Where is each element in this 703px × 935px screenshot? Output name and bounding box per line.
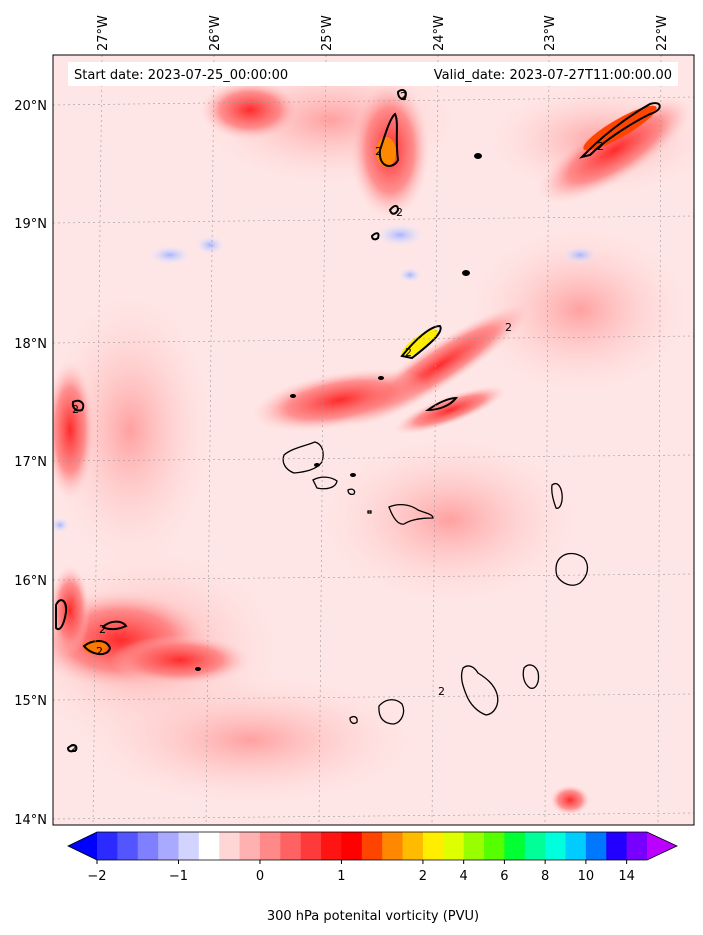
lon-tick-labels: 27°W 26°W 25°W 24°W 23°W 22°W [96, 15, 670, 51]
colorbar-swatch [178, 832, 200, 860]
colorbar-swatch [321, 832, 342, 860]
island-santiago [460, 665, 499, 716]
colorbar-swatch [443, 832, 465, 860]
colorbar-swatch [585, 832, 607, 860]
colorbar-swatches [67, 831, 678, 861]
island-boa-vista [555, 552, 589, 586]
colorbar-swatch [219, 832, 241, 860]
lon-tick-label: 26°W [208, 15, 223, 51]
island-santa-luzia [347, 488, 356, 496]
colorbar-swatch [137, 832, 159, 860]
colorbar-swatch [626, 832, 648, 860]
colorbar-extend-min [68, 832, 97, 860]
island-maio [522, 664, 540, 689]
colorbar-swatch [545, 832, 567, 860]
colorbar-swatch [402, 832, 424, 860]
lat-tick-label: 18°N [14, 337, 47, 352]
islet-raso [367, 510, 372, 514]
island-santo-antao [282, 441, 324, 474]
colorbar-swatch [300, 832, 322, 860]
colorbar-tick-label: 0 [256, 869, 264, 884]
contour-label: 2 [438, 685, 445, 698]
lon-tick-label: 24°W [432, 15, 447, 51]
colorbar: −2 −1 0 1 2 4 6 8 10 14 300 hPa potenital vortici… [67, 831, 678, 924]
colorbar-swatch [361, 832, 383, 860]
island-sao-nicolau [388, 503, 434, 525]
colorbar-swatch [280, 832, 302, 860]
island-fogo [378, 699, 405, 725]
colorbar-tick-label: −1 [169, 869, 188, 884]
pv-field: 2 2 2 2 2 2 2 2 2 2 2 [53, 55, 694, 825]
colorbar-extend-max [647, 832, 677, 860]
colorbar-swatch [606, 832, 628, 860]
colorbar-swatch [97, 832, 118, 860]
lon-tick-label: 27°W [96, 15, 111, 51]
coastlines [282, 441, 589, 725]
colorbar-swatch [484, 832, 505, 860]
colorbar-tick-label: 10 [578, 869, 595, 884]
start-date-label: Start date: 2023-07-25_00:00:00 [74, 68, 288, 83]
colorbar-swatch [158, 832, 179, 860]
colorbar-swatch [198, 832, 220, 860]
contour-label: 2 [505, 321, 512, 334]
colorbar-swatch [565, 832, 587, 860]
contour-label: 2 [597, 140, 604, 153]
lon-tick-label: 22°W [655, 15, 670, 51]
colorbar-tick-label: 2 [419, 869, 427, 884]
gridlines [53, 55, 694, 825]
contour-label: 2 [375, 145, 382, 158]
contour-label: 2 [405, 346, 412, 359]
lat-tick-label: 19°N [14, 217, 47, 232]
colorbar-swatch [341, 832, 363, 860]
valid-date-label: Valid_date: 2023-07-27T11:00:00.00 [434, 68, 672, 83]
contour-label: 2 [96, 645, 103, 658]
colorbar-swatch [382, 832, 404, 860]
lon-tick-label: 25°W [320, 15, 335, 51]
colorbar-tick-label: 4 [460, 869, 468, 884]
info-box [68, 62, 678, 86]
lon-tick-label: 23°W [543, 15, 558, 51]
colorbar-swatch [259, 832, 281, 860]
contour-label: 2 [72, 403, 79, 416]
colorbar-tick-label: 6 [500, 869, 508, 884]
lat-tick-label: 16°N [14, 574, 47, 589]
lat-tick-label: 15°N [14, 694, 47, 709]
lat-tick-labels: 20°N 19°N 18°N 17°N 16°N 15°N 14°N [14, 99, 47, 828]
lat-tick-label: 20°N [14, 99, 47, 114]
colorbar-swatch [504, 832, 526, 860]
contour-label: 2 [99, 623, 106, 636]
colorbar-swatch [422, 832, 444, 860]
colorbar-title: 300 hPa potenital vorticity (PVU) [267, 909, 479, 924]
colorbar-swatch [239, 832, 261, 860]
island-brava [349, 715, 358, 725]
lat-tick-label: 17°N [14, 455, 47, 470]
colorbar-swatch [524, 832, 546, 860]
island-sal [551, 482, 563, 509]
colorbar-tick-label: 14 [618, 869, 635, 884]
colorbar-tick-label: 1 [337, 869, 345, 884]
contour-label: 2 [396, 206, 403, 219]
colorbar-swatch [463, 832, 485, 860]
colorbar-tick-label: 8 [541, 869, 549, 884]
island-sao-vicente [312, 476, 338, 490]
colorbar-ticks: −2 −1 0 1 2 4 6 8 10 14 [87, 860, 635, 884]
colorbar-swatch [117, 832, 139, 860]
contour-label: 2 [400, 90, 407, 103]
map-frame [52, 54, 695, 826]
colorbar-tick-label: −2 [87, 869, 106, 884]
contour-label: 2 [70, 742, 77, 755]
contour-labels: 2 2 2 2 2 2 2 2 2 2 2 [70, 90, 604, 755]
lat-tick-label: 14°N [14, 813, 47, 828]
